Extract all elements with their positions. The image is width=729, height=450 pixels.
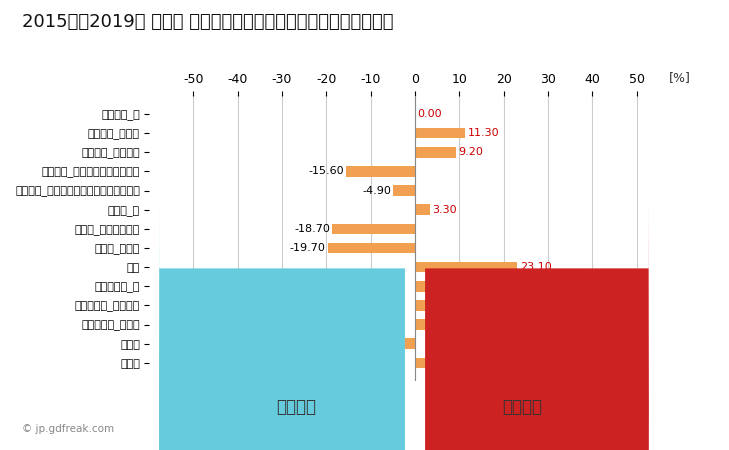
Text: 高リスク: 高リスク bbox=[502, 398, 542, 416]
Bar bbox=[415, 128, 465, 139]
Text: -18.70: -18.70 bbox=[294, 224, 330, 234]
Text: 5.10: 5.10 bbox=[440, 358, 464, 368]
Text: 23.30: 23.30 bbox=[521, 281, 553, 291]
Text: 低リスク: 低リスク bbox=[276, 398, 316, 416]
Text: 3.30: 3.30 bbox=[432, 205, 456, 215]
Bar bbox=[403, 338, 415, 349]
Bar bbox=[415, 300, 546, 310]
Text: 9.20: 9.20 bbox=[458, 147, 483, 158]
Bar bbox=[415, 204, 429, 215]
Bar bbox=[346, 166, 415, 177]
Bar bbox=[415, 147, 456, 158]
Text: 26.90: 26.90 bbox=[537, 320, 569, 329]
Bar bbox=[415, 281, 518, 292]
Text: -2.70: -2.70 bbox=[372, 339, 401, 349]
Bar bbox=[393, 185, 415, 196]
Bar bbox=[415, 262, 518, 272]
Text: 2015年〜2019年 太田市 男性の全国と比べた死因別死亡リスク格差: 2015年〜2019年 太田市 男性の全国と比べた死因別死亡リスク格差 bbox=[22, 14, 394, 32]
Text: 29.50: 29.50 bbox=[548, 301, 580, 310]
Text: -19.70: -19.70 bbox=[289, 243, 325, 253]
Bar bbox=[415, 319, 534, 330]
Text: -4.90: -4.90 bbox=[362, 185, 391, 196]
Bar bbox=[415, 357, 437, 368]
Text: [%]: [%] bbox=[669, 72, 691, 85]
Text: -15.60: -15.60 bbox=[308, 166, 343, 176]
Text: 23.10: 23.10 bbox=[520, 262, 551, 272]
Bar bbox=[332, 224, 415, 234]
Text: 0.00: 0.00 bbox=[417, 109, 442, 119]
Bar bbox=[327, 243, 415, 253]
Text: © jp.gdfreak.com: © jp.gdfreak.com bbox=[22, 424, 114, 434]
Text: 11.30: 11.30 bbox=[467, 128, 499, 138]
